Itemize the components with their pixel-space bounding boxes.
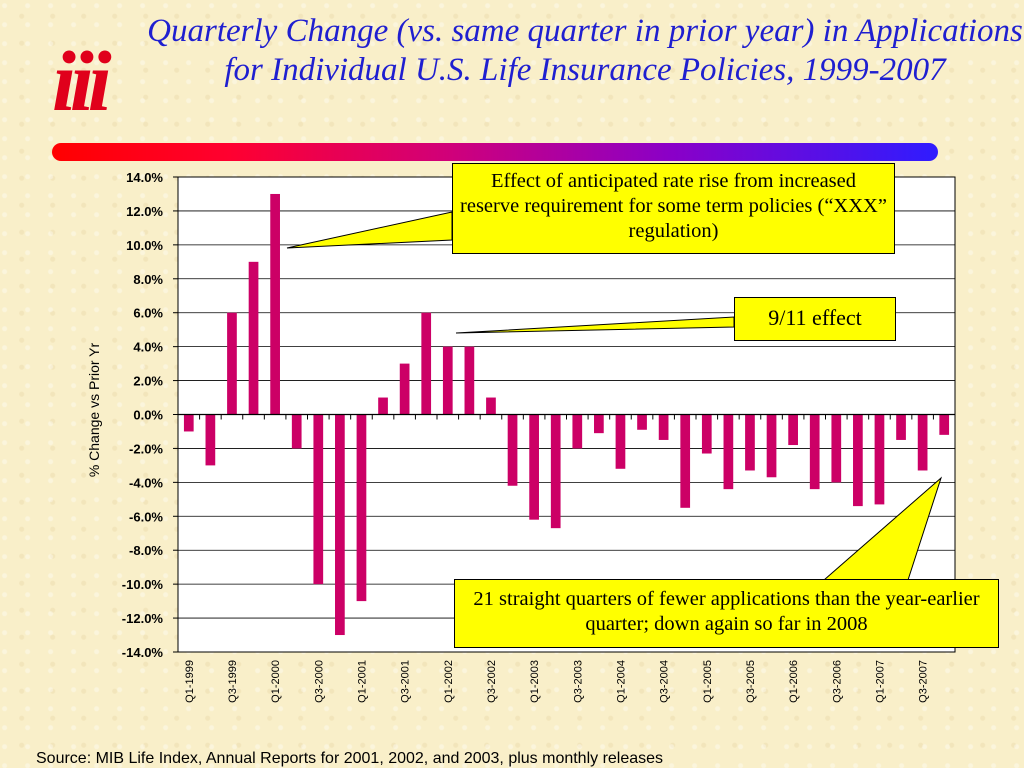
y-axis-label: % Change vs Prior Yr — [86, 342, 102, 477]
bar-Q3-2004 — [658, 414, 669, 440]
y-tick-label: 8.0% — [133, 272, 163, 287]
bar-Q4-2001 — [421, 312, 432, 415]
x-tick-label: Q3-2005 — [745, 660, 757, 703]
y-tick-label: 14.0% — [126, 170, 163, 185]
x-tick-label: Q1-2004 — [615, 660, 627, 703]
callout-xxx-regulation: Effect of anticipated rate rise from inc… — [452, 163, 895, 254]
x-tick-label: Q1-2007 — [874, 660, 886, 703]
callout-21-quarters: 21 straight quarters of fewer applicatio… — [454, 579, 999, 648]
bar-Q2-2006 — [809, 414, 820, 490]
y-tick-label: 4.0% — [133, 340, 163, 355]
x-tick-label: Q3-2000 — [313, 660, 325, 703]
bar-Q2-2002 — [464, 346, 475, 415]
y-tick-label: -2.0% — [129, 441, 163, 456]
bar-Q4-2007 — [939, 414, 950, 435]
bar-Q2-1999 — [205, 414, 216, 466]
x-axis-ticks: Q1-1999 Q3-1999 Q1-2000 Q3-2000 Q1-2001 Q3-20… — [177, 414, 934, 703]
y-tick-label: -4.0% — [129, 475, 163, 490]
y-tick-label: -10.0% — [122, 577, 164, 592]
bar-Q1-2001 — [356, 414, 367, 602]
bar-Q4-2000 — [335, 414, 345, 636]
x-tick-label: Q1-2002 — [443, 660, 455, 703]
bar-Q4-1999 — [248, 261, 259, 415]
callout-pointers — [286, 211, 943, 581]
slide-title: Quarterly Change (vs. same quarter in pr… — [147, 13, 1023, 88]
bar-Q2-2004 — [637, 414, 647, 430]
bar-Q4-2002 — [507, 414, 518, 486]
bar-Q2-2003 — [550, 414, 561, 529]
x-tick-label: Q3-2001 — [400, 660, 412, 703]
y-tick-label: 6.0% — [133, 306, 163, 321]
bar-Q1-2000 — [270, 193, 280, 415]
x-tick-label: Q3-2006 — [831, 660, 843, 703]
x-tick-label: Q3-2002 — [486, 660, 498, 703]
y-tick-label: -8.0% — [129, 543, 163, 558]
y-tick-label: 10.0% — [126, 238, 163, 253]
bar-Q2-2000 — [291, 414, 302, 449]
bar-Q4-2004 — [680, 414, 691, 508]
bar-Q1-1999 — [183, 414, 194, 432]
bars-group — [178, 193, 955, 636]
bar-Q2-2007 — [896, 414, 906, 440]
bar-Q1-2003 — [529, 414, 539, 520]
x-tick-label: Q1-2001 — [356, 660, 368, 703]
bar-Q3-2005 — [745, 414, 755, 471]
bar-Q3-2002 — [486, 397, 496, 415]
bar-Q3-2006 — [831, 414, 842, 483]
x-tick-label: Q1-2003 — [529, 660, 541, 703]
x-tick-label: Q3-2003 — [572, 660, 584, 703]
x-tick-label: Q3-2004 — [659, 660, 671, 703]
x-tick-label: Q3-1999 — [227, 660, 239, 703]
bar-Q4-2006 — [853, 414, 863, 507]
bar-Q3-2003 — [572, 414, 583, 449]
bar-Q4-2005 — [766, 414, 777, 478]
bar-Q1-2005 — [701, 414, 712, 454]
bar-Q2-2005 — [723, 414, 734, 490]
source-note: Source: MIB Life Index, Annual Reports f… — [36, 750, 664, 767]
y-axis-ticks: 14.0% 12.0% 10.0% 8.0% 6.0% 4.0% 2.0% 0.0% -2.0%… — [122, 170, 178, 660]
x-tick-label: Q1-2005 — [702, 660, 714, 703]
x-tick-label: Q1-1999 — [184, 660, 196, 703]
bar-Q2-2001 — [378, 397, 388, 415]
y-tick-label: -6.0% — [129, 509, 163, 524]
bar-Q3-1999 — [227, 312, 237, 415]
y-tick-label: -14.0% — [122, 645, 164, 660]
bar-Q1-2007 — [874, 414, 885, 505]
bar-Q4-2003 — [594, 414, 604, 434]
bar-Q1-2002 — [442, 346, 453, 415]
iii-logo: iii — [52, 33, 112, 129]
y-tick-label: 12.0% — [126, 204, 163, 219]
bar-Q3-2001 — [399, 363, 410, 415]
x-tick-label: Q1-2000 — [270, 660, 282, 703]
y-tick-label: 0.0% — [133, 408, 163, 423]
x-tick-label: Q3-2007 — [918, 660, 930, 703]
title-underline-bar — [52, 143, 938, 161]
x-tick-label: Q1-2006 — [788, 660, 800, 703]
callout-911-effect: 9/11 effect — [734, 297, 896, 341]
bar-Q1-2006 — [788, 414, 798, 446]
y-tick-label: 2.0% — [133, 374, 163, 389]
bar-Q3-2007 — [917, 414, 928, 471]
bar-Q3-2000 — [313, 414, 324, 585]
bar-Q1-2004 — [615, 414, 626, 469]
y-tick-label: -12.0% — [122, 611, 164, 626]
